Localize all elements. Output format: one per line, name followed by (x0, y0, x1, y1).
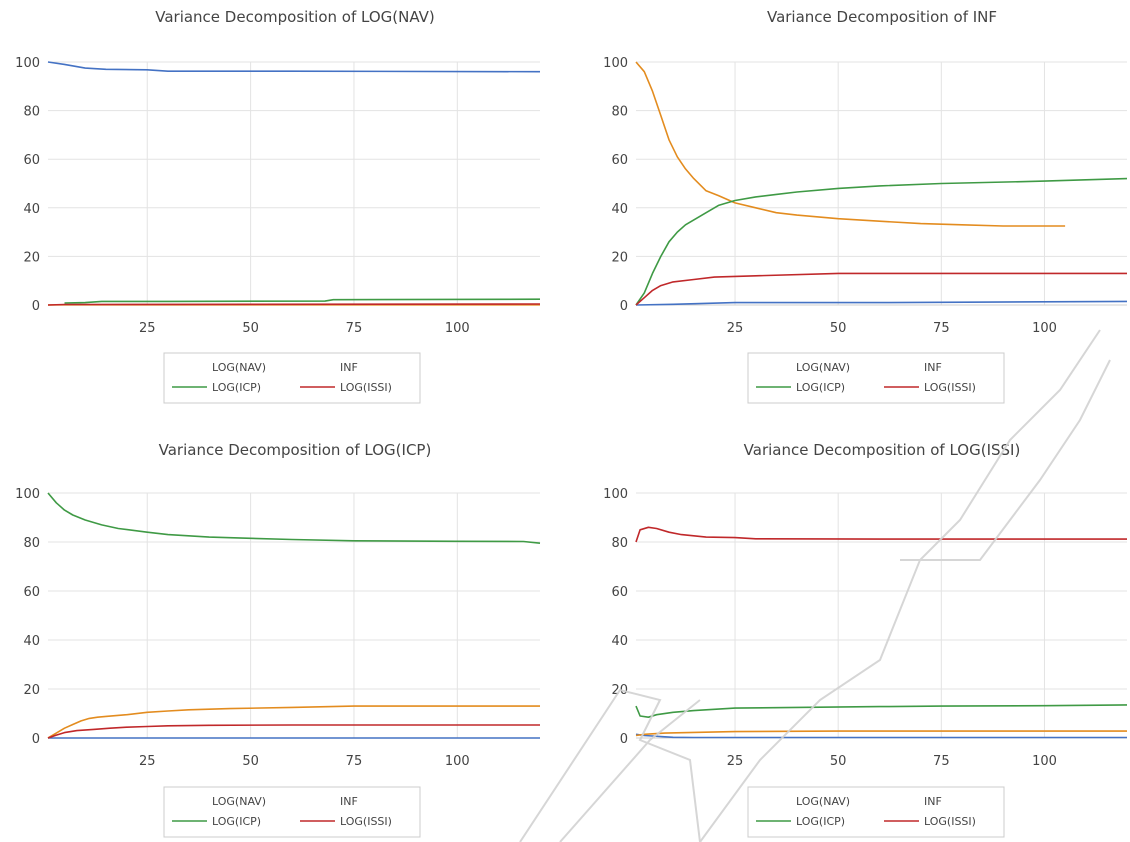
legend-label: LOG(NAV) (212, 795, 266, 808)
y-tick-label: 40 (23, 202, 40, 217)
series-line-nav (635, 733, 1127, 739)
series-line-inf (635, 730, 1127, 737)
chart-title: Variance Decomposition of INF (767, 8, 997, 26)
x-tick-label: 75 (933, 321, 950, 336)
y-tick-label: 40 (611, 634, 628, 649)
legend-label: LOG(ISSI) (340, 815, 392, 828)
legend-label: LOG(NAV) (212, 361, 266, 374)
y-tick-label: 40 (611, 202, 628, 217)
chart-title: Variance Decomposition of LOG(ICP) (159, 441, 432, 459)
y-tick-label: 0 (620, 732, 628, 747)
x-tick-label: 50 (242, 754, 259, 769)
series-line-nav (635, 300, 1128, 306)
legend-box (747, 786, 1005, 838)
y-tick-label: 0 (620, 299, 628, 314)
legend-box (163, 352, 421, 404)
y-tick-label: 80 (611, 536, 628, 551)
legend-label: LOG(ISSI) (924, 381, 976, 394)
chart-panel-4: Variance Decomposition of LOG(ISSI) 0 20 40… (603, 441, 1128, 838)
y-tick-label: 100 (15, 56, 40, 71)
chart-title: Variance Decomposition of LOG(NAV) (155, 8, 435, 26)
series-line-icp (64, 298, 541, 304)
series-line-icp (47, 492, 541, 544)
y-tick-label: 80 (23, 105, 40, 120)
series-line-issi (47, 303, 541, 306)
chart-panel-3: Variance Decomposition of LOG(ICP) 0 20 40 6… (15, 441, 541, 838)
chart-panel-2: Variance Decomposition of INF 0 20 40 60 80 10… (603, 8, 1128, 404)
series-line-issi (635, 526, 1127, 543)
y-tick-label: 20 (23, 683, 40, 698)
y-tick-label: 20 (611, 250, 628, 265)
x-tick-label: 75 (346, 754, 363, 769)
y-tick-label: 20 (611, 683, 628, 698)
y-tick-label: 0 (32, 299, 40, 314)
chart-panel-1: Variance Decomposition of LOG(NAV) 0 20 40 6… (15, 8, 541, 404)
x-tick-label: 100 (1032, 754, 1057, 769)
y-tick-label: 100 (603, 487, 628, 502)
chart-title: Variance Decomposition of LOG(ISSI) (744, 441, 1021, 459)
y-tick-label: 60 (611, 153, 628, 168)
legend-box (163, 786, 421, 838)
y-tick-label: 60 (611, 585, 628, 600)
x-tick-label: 25 (139, 321, 156, 336)
y-tick-label: 20 (23, 250, 40, 265)
series-line-inf (47, 705, 540, 739)
x-tick-label: 75 (933, 754, 950, 769)
legend-box (747, 352, 1005, 404)
legend-label: LOG(ICP) (212, 815, 261, 828)
y-tick-label: 80 (611, 105, 628, 120)
y-tick-label: 80 (23, 536, 40, 551)
x-tick-label: 50 (242, 321, 259, 336)
legend-label: INF (924, 795, 942, 808)
y-tick-label: 60 (23, 153, 40, 168)
y-tick-label: 40 (23, 634, 40, 649)
x-tick-label: 25 (727, 321, 744, 336)
x-tick-label: 50 (830, 321, 847, 336)
legend-label: LOG(ISSI) (340, 381, 392, 394)
legend-label: LOG(NAV) (796, 795, 850, 808)
x-tick-label: 25 (139, 754, 156, 769)
legend-label: LOG(ICP) (796, 381, 845, 394)
legend-label: INF (924, 361, 942, 374)
x-tick-label: 100 (445, 321, 470, 336)
series-line-inf (635, 61, 1066, 227)
legend-label: LOG(ICP) (212, 381, 261, 394)
series-line-nav (47, 61, 541, 73)
legend-label: LOG(ISSI) (924, 815, 976, 828)
y-tick-label: 0 (32, 732, 40, 747)
x-tick-label: 100 (445, 754, 470, 769)
x-tick-label: 100 (1032, 321, 1057, 336)
y-tick-label: 100 (603, 56, 628, 71)
series-line-icp (635, 177, 1128, 306)
x-tick-label: 25 (727, 754, 744, 769)
y-tick-label: 100 (15, 487, 40, 502)
series-line-issi (635, 272, 1127, 306)
y-tick-label: 60 (23, 585, 40, 600)
legend-label: LOG(NAV) (796, 361, 850, 374)
series-line-issi (47, 724, 540, 739)
legend-label: INF (340, 795, 358, 808)
legend-label: LOG(ICP) (796, 815, 845, 828)
legend-label: INF (340, 361, 358, 374)
x-tick-label: 50 (830, 754, 847, 769)
x-tick-label: 75 (346, 321, 363, 336)
series-line-icp (635, 704, 1128, 718)
